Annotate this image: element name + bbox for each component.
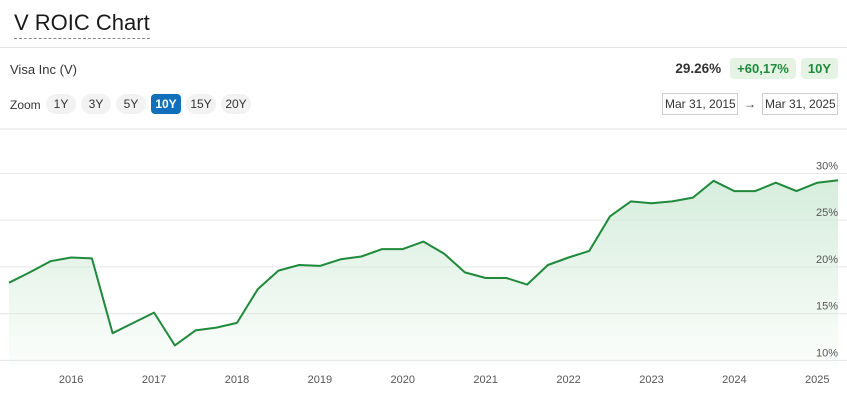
date-range: → (662, 93, 838, 115)
x-tick-label: 2023 (639, 374, 663, 386)
zoom-buttons: 1Y 3Y 5Y 10Y 15Y 20Y (46, 94, 251, 114)
period-badge: 10Y (800, 58, 838, 79)
y-tick-label: 15% (816, 301, 838, 313)
header-divider (0, 47, 847, 48)
x-axis-labels: 2016 2017 2018 2019 2020 2021 2022 2023 2024 2025 (59, 374, 830, 386)
x-tick-label: 2017 (142, 374, 166, 386)
y-axis-labels: 10% 15% 20% 25% 30% (816, 160, 838, 359)
summary-stats: 29.26% +60,17% 10Y (675, 58, 838, 79)
roic-area (9, 180, 838, 365)
x-tick-label: 2022 (556, 374, 580, 386)
x-tick-label: 2020 (391, 374, 415, 386)
date-from-input[interactable] (662, 93, 738, 115)
x-tick-label: 2018 (225, 374, 249, 386)
current-value: 29.26% (675, 61, 722, 76)
change-badge: +60,17% (730, 58, 796, 79)
zoom-15y-button[interactable]: 15Y (186, 94, 216, 114)
roic-chart: 10% 15% 20% 25% 30% 2016 2017 2018 2019 2020 2021… (0, 128, 847, 386)
zoom-3y-button[interactable]: 3Y (81, 94, 111, 114)
zoom-5y-button[interactable]: 5Y (116, 94, 146, 114)
y-tick-label: 30% (816, 160, 838, 172)
y-tick-label: 25% (816, 207, 838, 219)
zoom-label: Zoom (10, 98, 41, 112)
y-tick-label: 20% (816, 254, 838, 266)
x-tick-label: 2021 (473, 374, 497, 386)
date-to-input[interactable] (762, 93, 838, 115)
zoom-10y-button[interactable]: 10Y (151, 94, 181, 114)
x-tick-label: 2025 (805, 374, 829, 386)
x-tick-label: 2019 (308, 374, 332, 386)
roic-line (8, 179, 839, 347)
y-tick-label: 10% (816, 347, 838, 359)
zoom-20y-button[interactable]: 20Y (221, 94, 251, 114)
zoom-1y-button[interactable]: 1Y (46, 94, 76, 114)
company-name: Visa Inc (V) (10, 62, 77, 77)
x-tick-label: 2024 (722, 374, 746, 386)
x-tick-label: 2016 (59, 374, 83, 386)
page-title: V ROIC Chart (14, 9, 150, 39)
range-arrow: → (744, 97, 756, 111)
